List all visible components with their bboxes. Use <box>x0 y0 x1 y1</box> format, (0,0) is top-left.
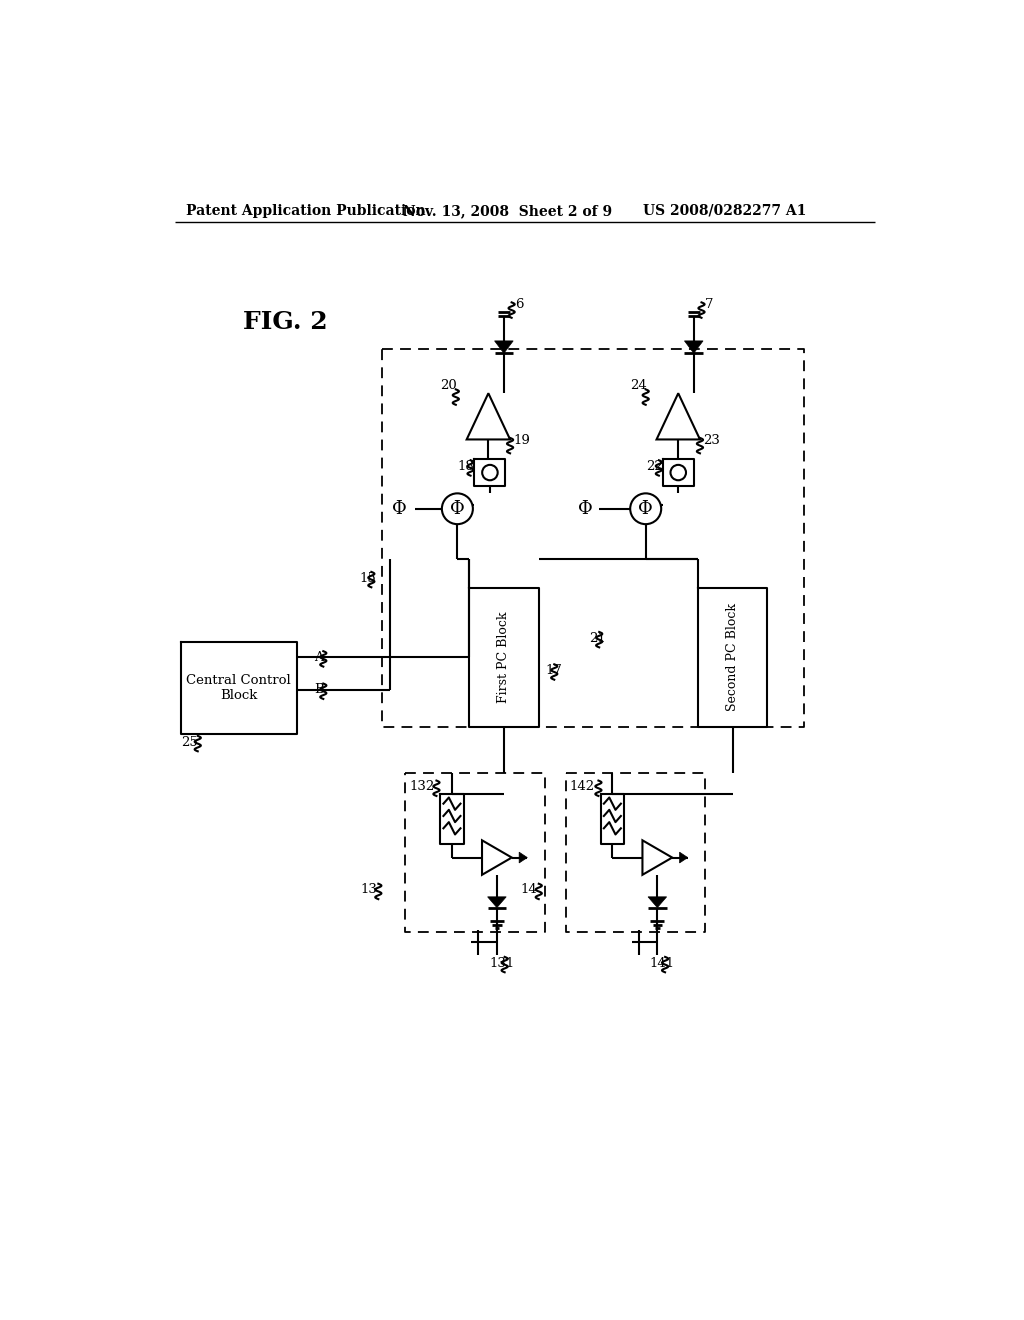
Text: 18: 18 <box>458 459 474 473</box>
Text: Φ: Φ <box>392 500 407 517</box>
Text: 23: 23 <box>703 434 720 447</box>
Text: 19: 19 <box>513 434 530 447</box>
Polygon shape <box>519 853 527 863</box>
Text: B: B <box>314 684 324 696</box>
Text: Second PC Block: Second PC Block <box>726 603 739 711</box>
Text: 141: 141 <box>649 957 675 970</box>
Text: Φ: Φ <box>638 500 653 517</box>
Text: A: A <box>314 651 324 664</box>
Polygon shape <box>487 896 506 908</box>
Text: FIG. 2: FIG. 2 <box>243 310 328 334</box>
Polygon shape <box>495 341 513 354</box>
Text: First PC Block: First PC Block <box>498 611 510 704</box>
Text: 7: 7 <box>705 298 713 312</box>
Text: Patent Application Publication: Patent Application Publication <box>186 203 426 218</box>
Text: 24: 24 <box>630 379 647 392</box>
Polygon shape <box>680 853 688 863</box>
Text: Φ: Φ <box>578 500 593 517</box>
Text: 6: 6 <box>515 298 523 312</box>
Circle shape <box>671 465 686 480</box>
Text: 22: 22 <box>646 459 663 473</box>
Polygon shape <box>648 896 667 908</box>
Text: 25: 25 <box>180 735 198 748</box>
Text: 20: 20 <box>440 379 457 392</box>
Text: Φ: Φ <box>450 500 465 517</box>
Text: 14: 14 <box>521 883 538 896</box>
Polygon shape <box>684 341 703 354</box>
Text: 132: 132 <box>410 780 434 793</box>
Text: 15: 15 <box>359 572 376 585</box>
Text: US 2008/0282277 A1: US 2008/0282277 A1 <box>643 203 807 218</box>
Text: 21: 21 <box>589 631 606 644</box>
Text: Nov. 13, 2008  Sheet 2 of 9: Nov. 13, 2008 Sheet 2 of 9 <box>403 203 612 218</box>
Text: 13: 13 <box>360 883 378 896</box>
Text: Central Control
Block: Central Control Block <box>186 675 291 702</box>
Text: 142: 142 <box>569 780 595 793</box>
Circle shape <box>482 465 498 480</box>
Circle shape <box>630 494 662 524</box>
Circle shape <box>442 494 473 524</box>
Text: 131: 131 <box>489 957 514 970</box>
Text: 17: 17 <box>545 664 562 677</box>
